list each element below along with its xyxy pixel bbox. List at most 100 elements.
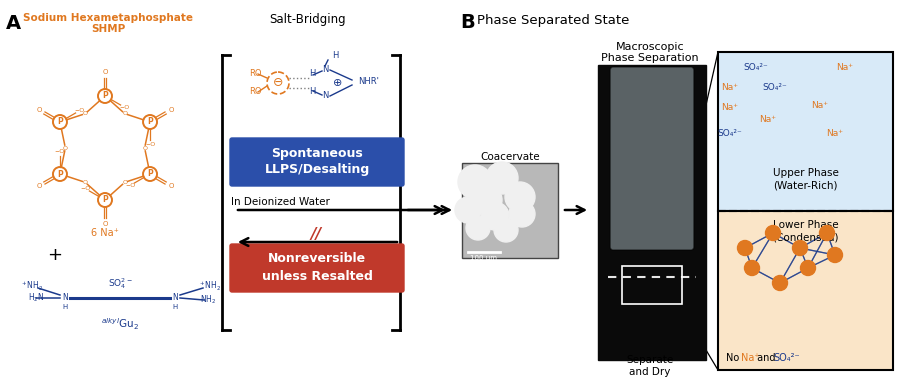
Text: −O: −O bbox=[120, 105, 130, 110]
Text: (Water-Rich): (Water-Rich) bbox=[773, 180, 838, 190]
Text: −O: −O bbox=[75, 108, 85, 113]
Text: NHR': NHR' bbox=[358, 77, 379, 86]
Text: SO₄²⁻: SO₄²⁻ bbox=[743, 64, 769, 72]
Text: P: P bbox=[148, 170, 153, 179]
Circle shape bbox=[737, 240, 752, 256]
Text: SHMP: SHMP bbox=[91, 24, 125, 34]
Text: N: N bbox=[322, 66, 328, 75]
Text: Upper Phase: Upper Phase bbox=[772, 168, 839, 178]
FancyBboxPatch shape bbox=[610, 67, 694, 250]
FancyBboxPatch shape bbox=[718, 211, 893, 370]
Text: ⊕: ⊕ bbox=[333, 78, 343, 88]
Text: //: // bbox=[310, 226, 321, 242]
Text: N: N bbox=[172, 293, 178, 303]
Circle shape bbox=[772, 275, 788, 290]
Text: Na⁺: Na⁺ bbox=[826, 128, 843, 138]
Text: $^{alkyl}$Gu$_2$: $^{alkyl}$Gu$_2$ bbox=[101, 316, 139, 331]
FancyBboxPatch shape bbox=[598, 65, 706, 360]
Circle shape bbox=[744, 261, 760, 275]
FancyBboxPatch shape bbox=[718, 52, 893, 211]
Text: H: H bbox=[309, 69, 315, 78]
Text: LLPS/Desalting: LLPS/Desalting bbox=[265, 163, 370, 176]
Circle shape bbox=[472, 185, 502, 215]
Text: H: H bbox=[332, 51, 338, 61]
Text: P: P bbox=[148, 117, 153, 126]
Text: O: O bbox=[83, 111, 87, 116]
Text: −O: −O bbox=[55, 149, 65, 154]
Text: H$_2$N: H$_2$N bbox=[28, 292, 44, 304]
Text: and: and bbox=[754, 353, 778, 363]
Text: SO₄²⁻: SO₄²⁻ bbox=[773, 353, 799, 363]
Text: In Deionized Water: In Deionized Water bbox=[230, 197, 329, 207]
Circle shape bbox=[793, 240, 807, 256]
Circle shape bbox=[800, 261, 815, 275]
Text: 100 μm: 100 μm bbox=[471, 255, 498, 261]
Text: O: O bbox=[83, 180, 87, 185]
FancyBboxPatch shape bbox=[462, 163, 558, 258]
Circle shape bbox=[494, 218, 518, 242]
Text: +: + bbox=[48, 246, 62, 264]
Text: Sodium Hexametaphosphate: Sodium Hexametaphosphate bbox=[23, 13, 193, 23]
Circle shape bbox=[455, 197, 481, 223]
Text: 6 Na⁺: 6 Na⁺ bbox=[91, 228, 119, 238]
Text: Spontaneous: Spontaneous bbox=[271, 147, 363, 160]
Text: Nonreversible: Nonreversible bbox=[268, 253, 366, 266]
Text: Coacervate: Coacervate bbox=[481, 152, 540, 162]
Text: (Condensed): (Condensed) bbox=[772, 232, 839, 242]
Text: O: O bbox=[168, 107, 174, 113]
Text: Lower Phase: Lower Phase bbox=[773, 220, 838, 230]
Text: O: O bbox=[37, 107, 42, 113]
Circle shape bbox=[486, 162, 518, 194]
Text: Na⁺: Na⁺ bbox=[741, 353, 760, 363]
Text: SO$_4^{2-}$: SO$_4^{2-}$ bbox=[108, 277, 132, 291]
Text: P: P bbox=[102, 91, 108, 101]
FancyBboxPatch shape bbox=[230, 138, 404, 186]
Text: O: O bbox=[103, 69, 108, 75]
Text: B: B bbox=[460, 13, 475, 32]
Text: O: O bbox=[103, 221, 108, 227]
Text: ⊖: ⊖ bbox=[273, 77, 284, 90]
Text: N: N bbox=[62, 293, 68, 303]
Text: H: H bbox=[173, 304, 177, 310]
Text: O: O bbox=[142, 146, 147, 150]
Text: $^+$NH$_2$: $^+$NH$_2$ bbox=[21, 279, 43, 293]
Circle shape bbox=[827, 248, 842, 263]
Text: −O: −O bbox=[125, 183, 135, 188]
Circle shape bbox=[820, 226, 834, 240]
Text: Phase Separated State: Phase Separated State bbox=[477, 14, 629, 27]
Text: Na⁺: Na⁺ bbox=[760, 115, 777, 125]
Text: O: O bbox=[122, 111, 127, 116]
Text: Na⁺: Na⁺ bbox=[722, 83, 739, 93]
Text: A: A bbox=[6, 14, 21, 33]
Text: Phase Separation: Phase Separation bbox=[601, 53, 698, 63]
Text: Macroscopic: Macroscopic bbox=[616, 42, 684, 52]
Circle shape bbox=[505, 182, 535, 212]
Text: $^+$NH$_2$: $^+$NH$_2$ bbox=[199, 279, 221, 293]
Text: N: N bbox=[322, 91, 328, 101]
Circle shape bbox=[766, 226, 780, 240]
Text: RO: RO bbox=[248, 69, 261, 78]
Text: −O: −O bbox=[145, 142, 155, 147]
Circle shape bbox=[458, 165, 492, 199]
Text: RO: RO bbox=[248, 88, 261, 96]
Text: No: No bbox=[726, 353, 742, 363]
Text: SO₄²⁻: SO₄²⁻ bbox=[717, 128, 742, 138]
Text: −O: −O bbox=[80, 186, 90, 191]
Text: P: P bbox=[57, 117, 63, 126]
Text: O: O bbox=[122, 180, 127, 185]
Text: H: H bbox=[309, 88, 315, 96]
Text: O: O bbox=[63, 146, 68, 150]
Text: Salt-Bridging: Salt-Bridging bbox=[270, 13, 346, 26]
Text: P: P bbox=[102, 195, 108, 205]
Text: P: P bbox=[57, 170, 63, 179]
Text: SO₄²⁻: SO₄²⁻ bbox=[762, 83, 788, 93]
FancyBboxPatch shape bbox=[230, 244, 404, 292]
Text: Separate
and Dry: Separate and Dry bbox=[626, 355, 673, 378]
Circle shape bbox=[509, 201, 535, 227]
Circle shape bbox=[466, 216, 490, 240]
Text: O: O bbox=[168, 183, 174, 189]
Circle shape bbox=[481, 202, 509, 230]
Text: Na⁺: Na⁺ bbox=[722, 104, 739, 112]
Text: H: H bbox=[62, 304, 68, 310]
Text: NH$_2$: NH$_2$ bbox=[200, 294, 216, 306]
